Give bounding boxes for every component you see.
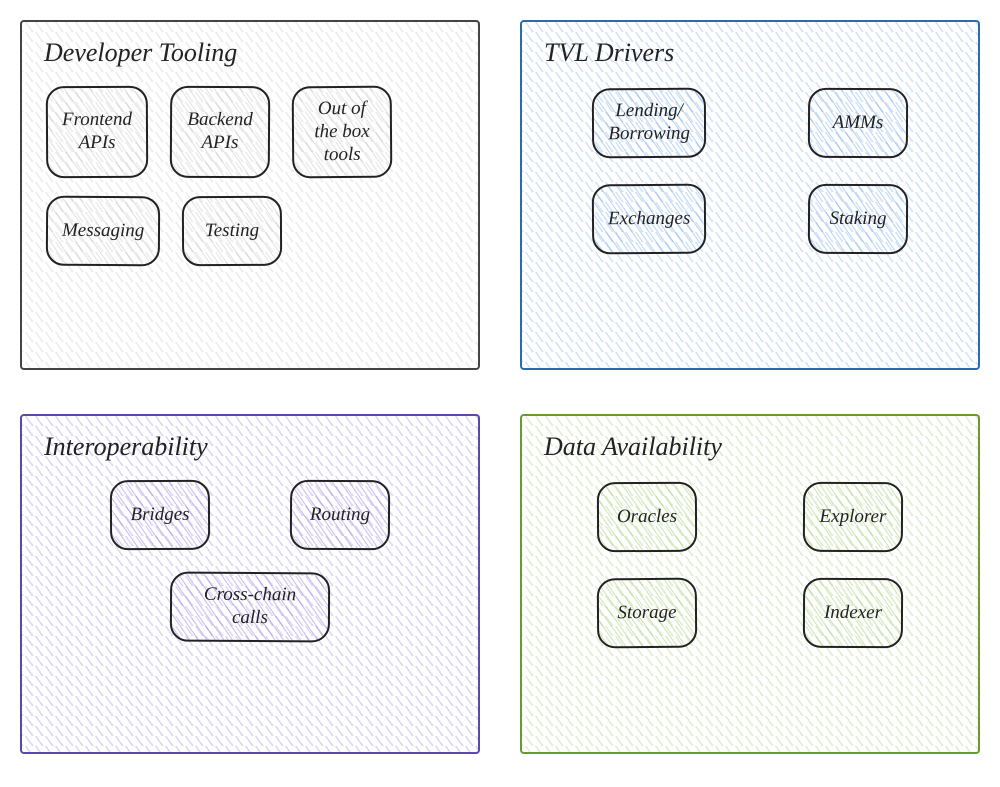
item-amms: AMMs (808, 88, 908, 159)
diagram-grid: Developer Tooling Frontend APIs Backend … (20, 20, 980, 767)
item-label: Lending/ Borrowing (608, 100, 690, 146)
panel-items: Lending/ Borrowing AMMs Exchanges Stakin… (540, 82, 960, 260)
item-testing: Testing (182, 196, 282, 267)
item-label: Out of the box tools (314, 98, 370, 167)
item-label: Exchanges (608, 207, 690, 230)
panel-items: Oracles Explorer Storage Indexer (540, 476, 960, 654)
panel-items: Bridges Routing Cross-chain calls (40, 476, 460, 646)
item-frontend-apis: Frontend APIs (46, 86, 148, 179)
panel-interoperability: Interoperability Bridges Routing Cross-c… (20, 414, 480, 754)
item-label: Backend APIs (187, 109, 253, 155)
item-label: Testing (205, 220, 259, 243)
panel-data-availability: Data Availability Oracles Explorer Stora… (520, 414, 980, 754)
panel-title: Interoperability (44, 432, 460, 462)
panel-tvl-drivers: TVL Drivers Lending/ Borrowing AMMs Exch… (520, 20, 980, 370)
item-exchanges: Exchanges (592, 184, 707, 255)
item-explorer: Explorer (803, 481, 903, 552)
panel-items: Frontend APIs Backend APIs Out of the bo… (40, 82, 460, 270)
panel-title: TVL Drivers (544, 38, 960, 68)
item-messaging: Messaging (46, 196, 161, 267)
item-label: Indexer (824, 601, 882, 624)
item-label: Storage (617, 601, 676, 624)
item-backend-apis: Backend APIs (170, 86, 270, 179)
item-bridges: Bridges (110, 479, 210, 550)
item-staking: Staking (808, 184, 908, 255)
item-storage: Storage (596, 577, 696, 648)
item-label: Bridges (130, 503, 189, 526)
item-label: Cross-chain calls (204, 583, 296, 629)
item-label: Explorer (820, 505, 887, 528)
item-label: Staking (830, 207, 887, 230)
panel-title: Developer Tooling (44, 38, 460, 68)
panel-title: Data Availability (544, 432, 960, 462)
item-out-of-the-box-tools: Out of the box tools (292, 86, 393, 179)
item-label: Messaging (62, 220, 144, 243)
item-label: Routing (310, 503, 370, 526)
item-label: Frontend APIs (62, 109, 132, 155)
item-cross-chain-calls: Cross-chain calls (170, 571, 330, 642)
item-indexer: Indexer (803, 577, 903, 648)
item-label: AMMs (833, 111, 884, 134)
item-oracles: Oracles (596, 481, 696, 552)
item-lending-borrowing: Lending/ Borrowing (592, 88, 707, 159)
item-routing: Routing (290, 479, 390, 550)
item-label: Oracles (617, 505, 677, 528)
panel-developer-tooling: Developer Tooling Frontend APIs Backend … (20, 20, 480, 370)
